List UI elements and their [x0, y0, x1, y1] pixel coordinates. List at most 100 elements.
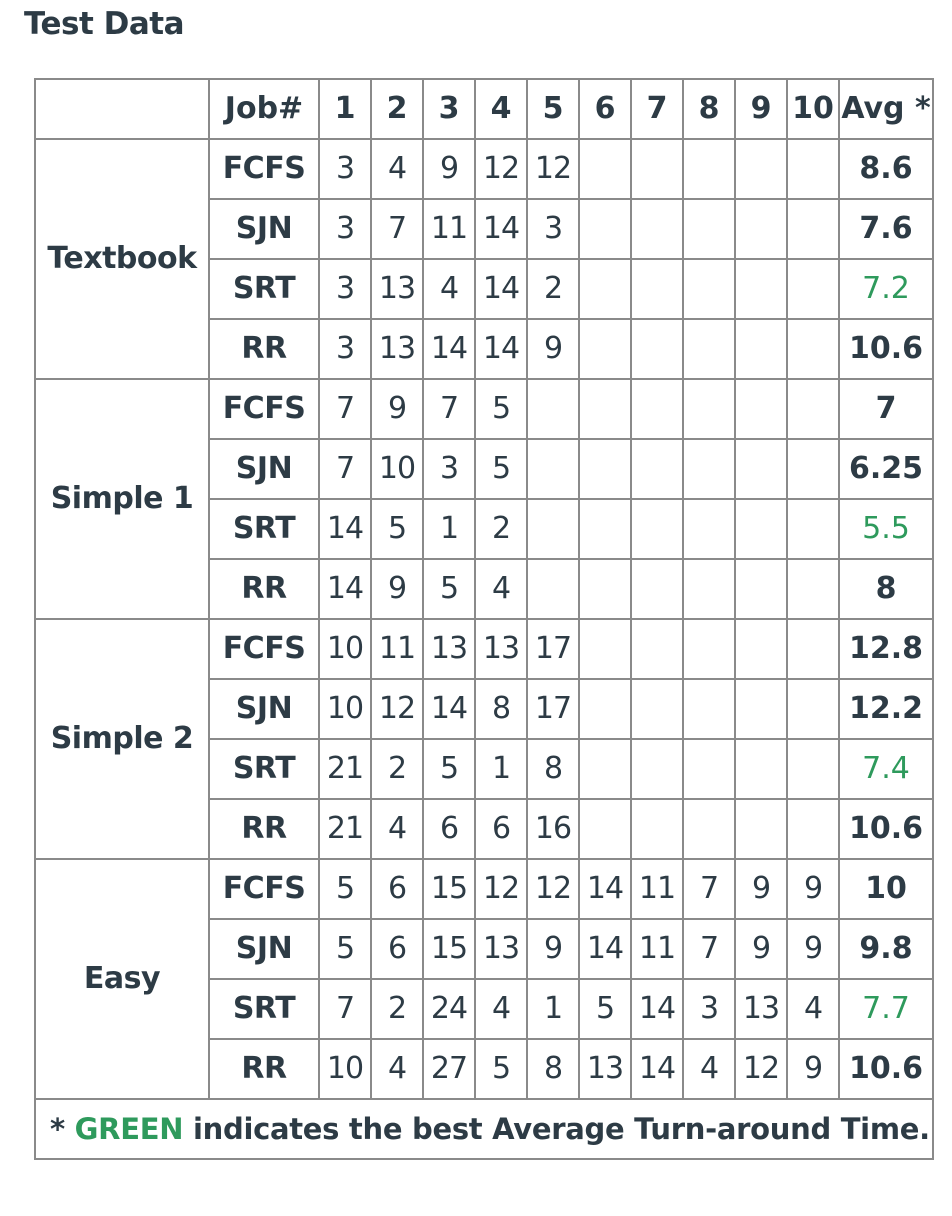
turnaround-cell: 12: [370, 678, 424, 740]
turnaround-cell: 5: [370, 498, 424, 560]
turnaround-cell: [526, 558, 580, 620]
turnaround-cell: 14: [630, 1038, 684, 1100]
turnaround-cell: [682, 618, 736, 680]
turnaround-cell: 12: [526, 138, 580, 200]
turnaround-cell: 6: [474, 798, 528, 860]
average-cell: 10.6: [838, 318, 934, 380]
turnaround-cell: 15: [422, 918, 476, 980]
turnaround-cell: [630, 738, 684, 800]
turnaround-cell: 9: [422, 138, 476, 200]
turnaround-cell: 9: [370, 378, 424, 440]
turnaround-cell: [786, 618, 840, 680]
turnaround-cell: 9: [786, 918, 840, 980]
table-row: Easy FCFS 5 6 15 12 12 14 11 7 9 9 10: [34, 858, 934, 1100]
turnaround-cell: [578, 558, 632, 620]
turnaround-cell: [734, 258, 788, 320]
algorithm-label: FCFS: [208, 858, 320, 920]
header-blank-cell: [34, 78, 210, 140]
turnaround-cell: [578, 798, 632, 860]
turnaround-cell: 6: [370, 918, 424, 980]
turnaround-cell: 5: [318, 918, 372, 980]
turnaround-cell: 14: [318, 498, 372, 560]
turnaround-cell: 1: [526, 978, 580, 1040]
turnaround-cell: [682, 678, 736, 740]
turnaround-cell: [786, 498, 840, 560]
turnaround-cell: [526, 498, 580, 560]
turnaround-cell: 7: [682, 858, 736, 920]
turnaround-cell: 10: [318, 678, 372, 740]
table-row: SJN 7 10 3 5 6.25: [35, 438, 934, 500]
turnaround-cell: 24: [422, 978, 476, 1040]
best-average-cell: 7.2: [838, 258, 934, 320]
turnaround-cell: [734, 318, 788, 380]
turnaround-cell: 15: [422, 858, 476, 920]
average-cell: 12.8: [838, 618, 934, 680]
header-job-8: 8: [682, 78, 736, 140]
algorithm-label: RR: [208, 318, 320, 380]
turnaround-cell: 9: [526, 918, 580, 980]
turnaround-cell: 5: [422, 558, 476, 620]
turnaround-cell: [786, 738, 840, 800]
turnaround-cell: [630, 258, 684, 320]
turnaround-cell: 14: [422, 318, 476, 380]
table-row: Textbook FCFS 3 4 9 12 12 8.6: [34, 138, 934, 380]
table-row: SRT 7 2 24 4 1 5 14 3 13 4 7.7: [35, 978, 934, 1040]
turnaround-cell: 2: [526, 258, 580, 320]
turnaround-cell: 9: [734, 918, 788, 980]
table-row: SRT 21 2 5 1 8 7.4: [35, 738, 934, 800]
turnaround-cell: [578, 378, 632, 440]
turnaround-cell: 4: [786, 978, 840, 1040]
turnaround-cell: 12: [474, 858, 528, 920]
turnaround-cell: [682, 738, 736, 800]
turnaround-cell: 3: [682, 978, 736, 1040]
turnaround-cell: 4: [370, 138, 424, 200]
best-average-cell: 7.4: [838, 738, 934, 800]
turnaround-cell: 10: [318, 618, 372, 680]
turnaround-cell: 2: [370, 978, 424, 1040]
turnaround-cell: [734, 678, 788, 740]
turnaround-cell: 5: [474, 1038, 528, 1100]
turnaround-cell: 1: [474, 738, 528, 800]
turnaround-cell: [578, 678, 632, 740]
turnaround-cell: [734, 738, 788, 800]
turnaround-cell: 8: [526, 738, 580, 800]
header-job-6: 6: [578, 78, 632, 140]
algorithm-label: RR: [208, 1038, 320, 1100]
turnaround-cell: [786, 138, 840, 200]
turnaround-cell: 9: [370, 558, 424, 620]
turnaround-cell: [682, 558, 736, 620]
group-label: Textbook: [34, 138, 210, 380]
average-cell: 8: [838, 558, 934, 620]
table-row: RR 10 4 27 5 8 13 14 4 12 9 10.6: [35, 1038, 934, 1100]
turnaround-cell: [734, 138, 788, 200]
turnaround-cell: [578, 198, 632, 260]
turnaround-cell: 11: [630, 918, 684, 980]
turnaround-cell: [786, 438, 840, 500]
turnaround-cell: 21: [318, 738, 372, 800]
table-body: Textbook FCFS 3 4 9 12 12 8.6 SJN 3 7 11 14 3 7.6 SRT 3 1…: [34, 138, 934, 1100]
average-cell: 10.6: [838, 798, 934, 860]
turnaround-cell: 4: [370, 798, 424, 860]
header-job-4: 4: [474, 78, 528, 140]
turnaround-cell: 14: [474, 318, 528, 380]
turnaround-cell: 7: [422, 378, 476, 440]
turnaround-cell: [682, 138, 736, 200]
turnaround-cell: 9: [786, 1038, 840, 1100]
turnaround-cell: 14: [578, 858, 632, 920]
algorithm-label: SRT: [208, 978, 320, 1040]
header-job-7: 7: [630, 78, 684, 140]
turnaround-cell: 17: [526, 678, 580, 740]
turnaround-cell: [734, 798, 788, 860]
turnaround-cell: 7: [318, 438, 372, 500]
header-job-2: 2: [370, 78, 424, 140]
turnaround-cell: [578, 318, 632, 380]
turnaround-cell: [630, 198, 684, 260]
turnaround-cell: [682, 198, 736, 260]
algorithm-label: FCFS: [208, 138, 320, 200]
header-job-3: 3: [422, 78, 476, 140]
turnaround-cell: 2: [474, 498, 528, 560]
turnaround-cell: 13: [474, 918, 528, 980]
table-row: Simple 2 FCFS 10 11 13 13 17 12.8: [34, 618, 934, 860]
table-row: SJN 3 7 11 14 3 7.6: [35, 198, 934, 260]
turnaround-cell: 8: [526, 1038, 580, 1100]
